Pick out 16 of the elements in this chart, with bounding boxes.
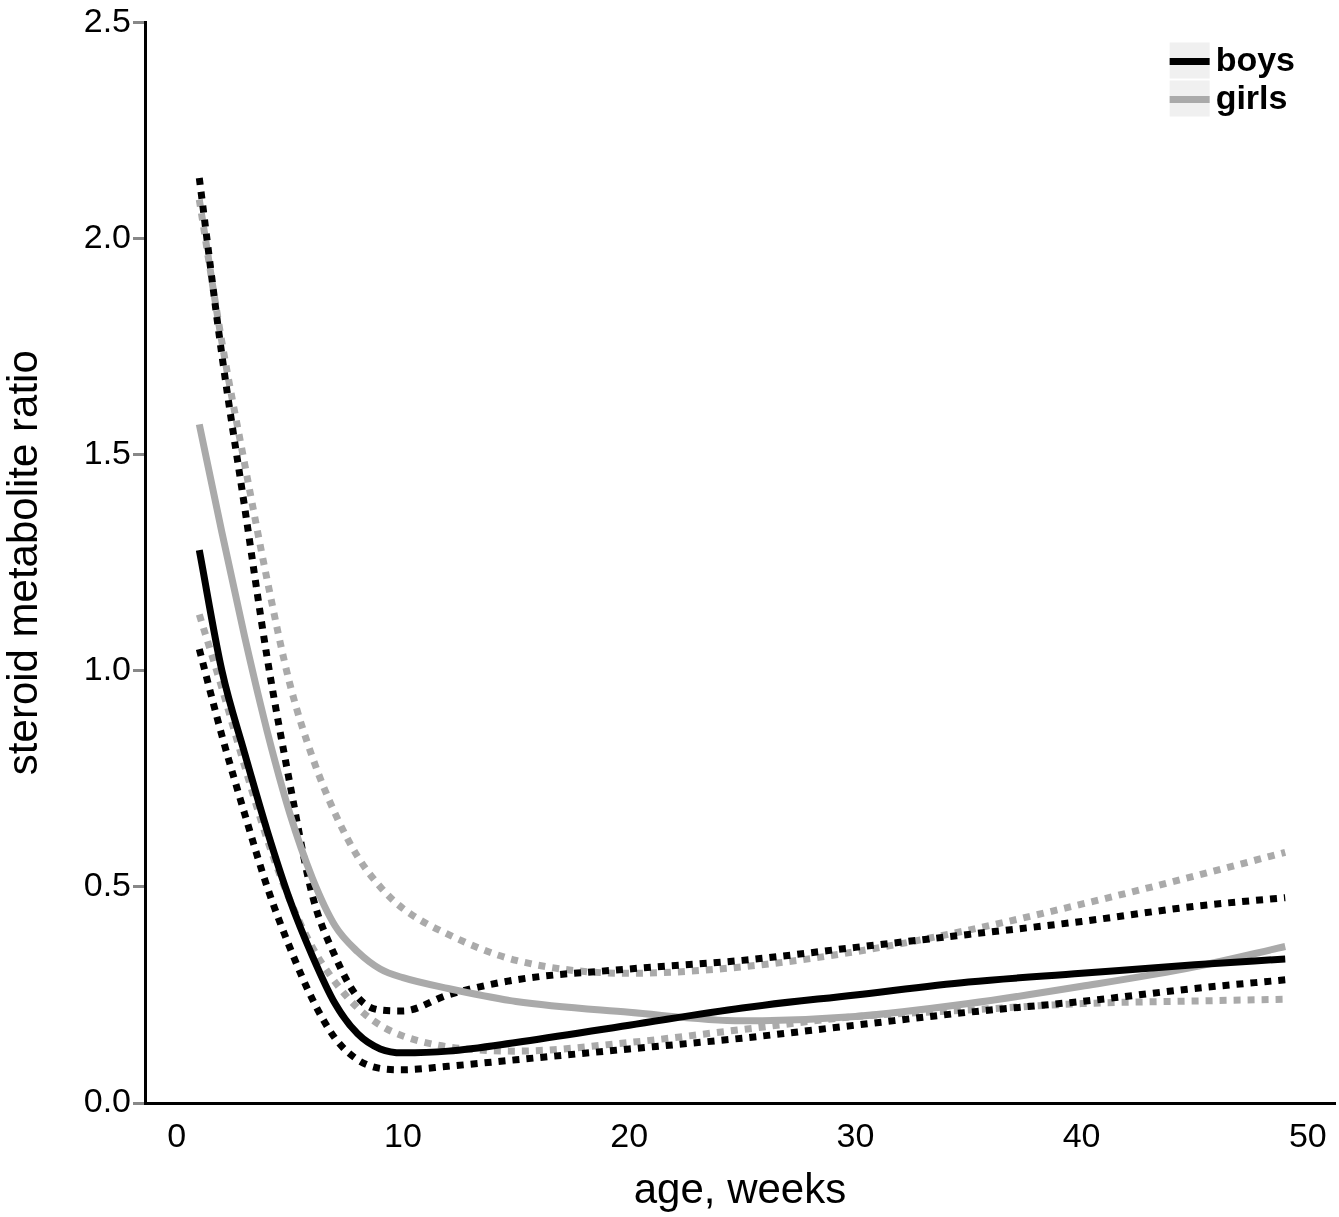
y-tick-label: 2.5 (83, 0, 131, 39)
x-tick-label: 50 (1288, 1115, 1327, 1154)
x-tick-label: 40 (1062, 1115, 1101, 1154)
y-tick-label: 1.5 (83, 433, 131, 472)
y-tick-label: 0.0 (83, 1081, 131, 1120)
x-tick-label: 30 (836, 1115, 875, 1154)
y-tick-label: 1.0 (83, 649, 131, 688)
y-axis-title: steroid metabolite ratio (0, 350, 46, 776)
x-tick-label: 10 (383, 1115, 422, 1154)
x-tick-label: 0 (167, 1115, 187, 1154)
y-tick-label: 0.5 (83, 865, 131, 904)
y-tick-label: 2.0 (83, 216, 131, 255)
legend-label: boys (1215, 39, 1295, 78)
x-tick-label: 20 (610, 1115, 649, 1154)
legend-label: girls (1215, 77, 1288, 116)
x-axis-title: age, weeks (633, 1165, 847, 1213)
